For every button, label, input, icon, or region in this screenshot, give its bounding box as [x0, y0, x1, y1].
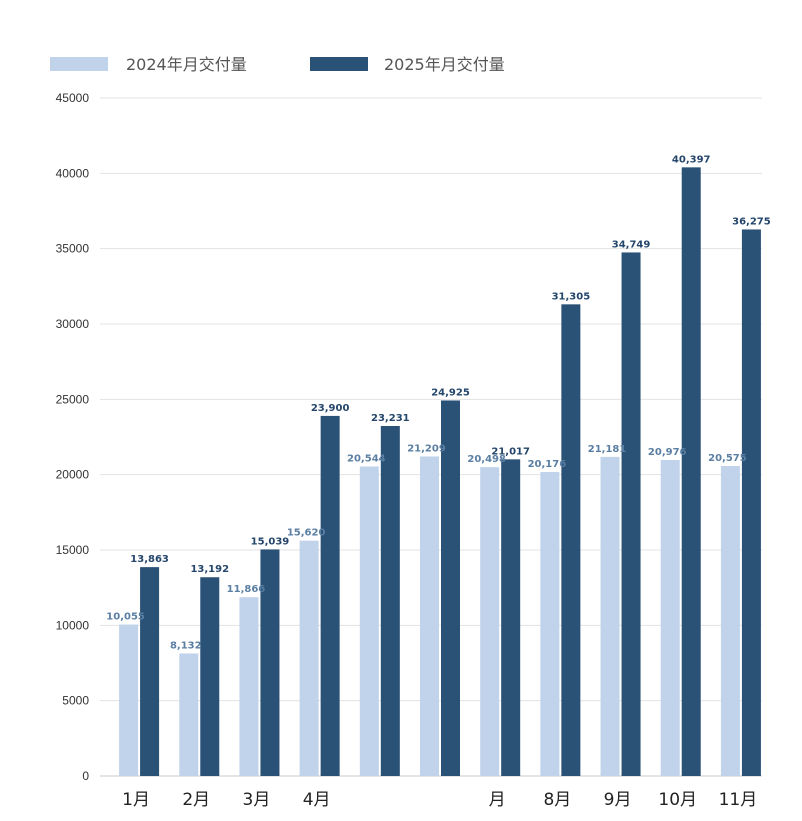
y-tick-label: 20000	[56, 468, 90, 482]
bar-2024	[660, 459, 680, 776]
data-label-2024: 20,544	[347, 453, 386, 464]
x-tick-label: 8月	[543, 790, 571, 810]
data-label-2024: 20,575	[708, 453, 747, 464]
legend-swatch-2024	[50, 57, 108, 71]
y-tick-label: 5000	[62, 694, 89, 708]
data-label-2025: 15,039	[251, 536, 290, 547]
x-tick-label: 1月	[122, 790, 150, 810]
data-label-2025: 23,900	[311, 403, 350, 414]
x-tick-label: 11月	[719, 790, 758, 810]
x-tick-label: 3月	[243, 790, 271, 810]
data-label-2024: 15,620	[287, 528, 326, 539]
bar-2025	[260, 549, 280, 776]
y-tick-label: 35000	[56, 242, 90, 256]
bar-2025	[200, 577, 220, 776]
x-tick-label: 10月	[658, 790, 697, 810]
legend: 2024年月交付量 2025年月交付量	[50, 55, 505, 74]
legend-label-2025: 2025年月交付量	[384, 55, 505, 74]
bar-2025	[741, 229, 761, 776]
y-tick-label: 45000	[56, 91, 90, 105]
x-tick-label: 4月	[303, 790, 331, 810]
legend-label-2024: 2024年月交付量	[126, 55, 247, 74]
bar-2025	[441, 400, 460, 776]
y-tick-label: 40000	[56, 166, 90, 180]
data-label-2025: 36,275	[732, 216, 771, 227]
data-label-2024: 20,976	[648, 447, 687, 458]
data-label-2024: 20,176	[528, 459, 567, 470]
y-tick-label: 10000	[56, 618, 90, 632]
data-label-2025: 24,925	[431, 387, 470, 398]
bar-2024	[600, 456, 620, 776]
y-axis: 0 5000 10000 15000 20000 25000 30000 35000 40000…	[56, 91, 90, 783]
data-label-2025: 13,192	[190, 564, 229, 575]
data-label-2025: 23,231	[371, 413, 410, 424]
data-label-2025: 21,017	[491, 446, 530, 457]
bar-2024	[119, 624, 139, 776]
x-tick-label: 月	[489, 790, 506, 810]
legend-swatch-2025	[310, 57, 368, 71]
data-label-2024: 8,132	[170, 640, 202, 651]
y-tick-label: 25000	[56, 392, 90, 406]
data-label-2024: 20,498	[467, 454, 506, 465]
data-label-2025: 34,749	[612, 239, 651, 250]
bar-2025	[380, 425, 400, 776]
bar-2024	[359, 466, 379, 776]
bar-2025	[561, 304, 581, 776]
data-label-2024: 21,209	[407, 443, 446, 454]
y-tick-label: 15000	[56, 543, 90, 557]
bar-2024	[480, 467, 500, 776]
data-label-2025: 40,397	[672, 154, 711, 165]
x-tick-label: 9月	[604, 790, 632, 810]
y-tick-label: 30000	[56, 317, 90, 331]
x-tick-label: 2月	[182, 790, 210, 810]
bar-2024	[299, 540, 319, 776]
bar-2025	[140, 567, 160, 776]
bar-2025	[621, 252, 641, 777]
bar-2024	[720, 466, 740, 776]
bars	[119, 167, 761, 777]
bar-2025	[320, 415, 340, 776]
bar-2025	[681, 167, 701, 776]
data-label-2024: 11,866	[227, 584, 266, 595]
bar-2024	[420, 456, 439, 776]
bar-2024	[540, 472, 560, 776]
data-label-2025: 13,863	[130, 554, 169, 565]
data-label-2024: 10,055	[106, 612, 145, 623]
y-tick-label: 0	[82, 769, 89, 783]
data-label-2025: 31,305	[552, 291, 591, 302]
bar-2025	[501, 459, 521, 776]
x-axis: 1月 2月 3月 4月 月 8月 9月 10月 11月	[122, 790, 757, 810]
data-labels: 10,055 13,863 8,132 13,192 11,866 15,03915,62…	[106, 154, 770, 651]
bar-2024	[239, 597, 259, 776]
bar-2024	[179, 653, 199, 776]
data-label-2024: 21,181	[588, 444, 627, 455]
